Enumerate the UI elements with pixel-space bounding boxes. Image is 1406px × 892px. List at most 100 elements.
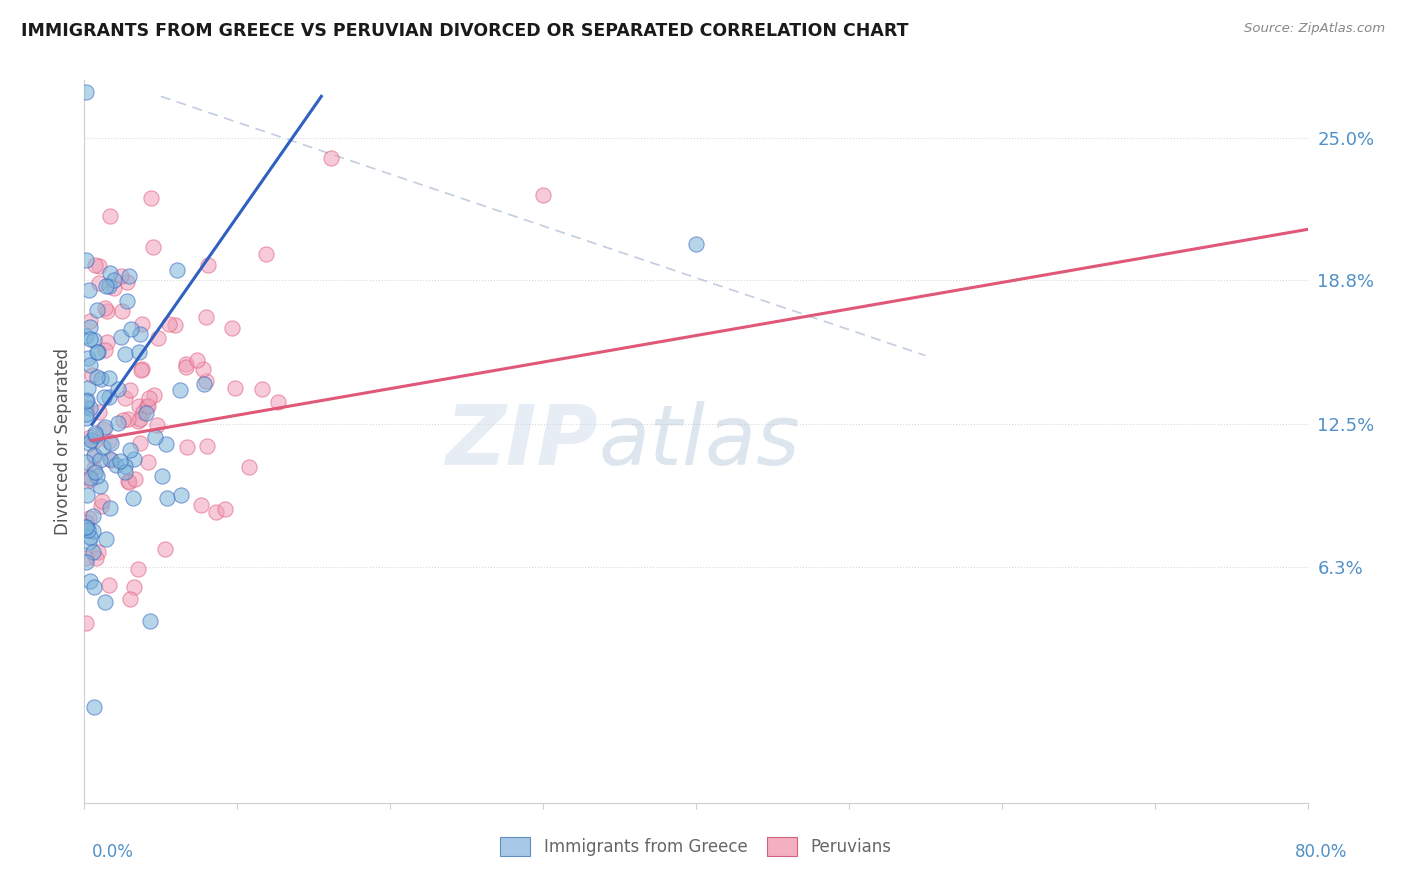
Point — [254, 247, 277, 261]
Point — [131, 405, 153, 419]
Point — [98, 434, 121, 449]
Point — [165, 318, 187, 332]
Point — [128, 326, 150, 341]
Point — [76, 523, 98, 537]
Point — [89, 276, 111, 290]
Point — [142, 240, 165, 254]
Point — [91, 440, 114, 454]
Point — [127, 562, 149, 576]
Point — [75, 455, 97, 469]
Point — [83, 449, 105, 463]
Point — [238, 460, 260, 475]
Point — [128, 399, 150, 413]
Point — [118, 442, 141, 457]
Point — [107, 382, 129, 396]
Point — [136, 399, 159, 413]
Point — [166, 263, 188, 277]
Point — [86, 302, 108, 317]
Point — [94, 532, 117, 546]
Point — [98, 278, 121, 293]
Point — [89, 453, 111, 467]
Point — [143, 430, 166, 444]
Point — [98, 371, 121, 385]
Point — [111, 304, 134, 318]
Point — [75, 401, 97, 415]
Point — [221, 321, 243, 335]
Point — [129, 363, 152, 377]
Point — [94, 278, 117, 293]
Point — [98, 266, 121, 280]
Point — [75, 520, 97, 534]
Point — [193, 361, 215, 376]
Point — [120, 383, 142, 397]
Point — [75, 410, 97, 425]
Point — [155, 542, 177, 557]
Y-axis label: Divorced or Separated: Divorced or Separated — [53, 348, 72, 535]
Point — [79, 473, 101, 487]
Point — [112, 413, 135, 427]
Point — [114, 392, 136, 406]
Point — [531, 187, 554, 202]
Point — [103, 281, 125, 295]
Point — [110, 330, 132, 344]
Point — [93, 390, 115, 404]
Point — [83, 427, 105, 442]
Point — [91, 422, 114, 436]
Point — [150, 468, 173, 483]
Point — [174, 357, 197, 371]
Point — [176, 440, 198, 454]
Point — [83, 461, 105, 475]
Point — [186, 353, 208, 368]
Point — [91, 494, 114, 508]
Point — [77, 382, 100, 396]
Point — [76, 488, 98, 502]
Point — [83, 258, 105, 272]
Point — [83, 448, 105, 462]
Point — [107, 416, 129, 430]
Point — [135, 406, 157, 420]
Point — [127, 414, 149, 428]
Point — [83, 580, 105, 594]
Point — [75, 252, 97, 267]
Point — [122, 491, 145, 506]
Point — [77, 351, 100, 366]
Point — [139, 614, 162, 628]
Point — [84, 466, 107, 480]
Point — [89, 479, 111, 493]
Point — [120, 322, 142, 336]
Point — [100, 436, 122, 450]
Point — [79, 530, 101, 544]
Point — [117, 412, 139, 426]
Point — [110, 454, 132, 468]
Point — [77, 535, 100, 549]
Point — [170, 488, 193, 502]
Point — [138, 392, 160, 406]
Text: atlas: atlas — [598, 401, 800, 482]
Point — [128, 435, 150, 450]
Point — [195, 310, 218, 324]
Point — [205, 505, 228, 519]
Point — [115, 275, 138, 289]
Point — [82, 368, 104, 382]
Point — [76, 392, 98, 407]
Point — [115, 294, 138, 309]
Point — [195, 374, 218, 388]
Point — [145, 417, 167, 432]
Point — [142, 387, 165, 401]
Point — [84, 426, 107, 441]
Point — [83, 333, 105, 347]
Point — [114, 347, 136, 361]
Point — [131, 317, 153, 331]
Point — [75, 515, 97, 529]
Point — [90, 371, 112, 385]
Text: Source: ZipAtlas.com: Source: ZipAtlas.com — [1244, 22, 1385, 36]
Point — [129, 412, 152, 426]
Point — [79, 469, 101, 483]
Point — [86, 345, 108, 359]
Text: 80.0%: 80.0% — [1295, 843, 1347, 861]
Point — [214, 502, 236, 516]
Point — [94, 420, 117, 434]
Point — [136, 455, 159, 469]
Point — [76, 555, 98, 569]
Point — [93, 595, 115, 609]
